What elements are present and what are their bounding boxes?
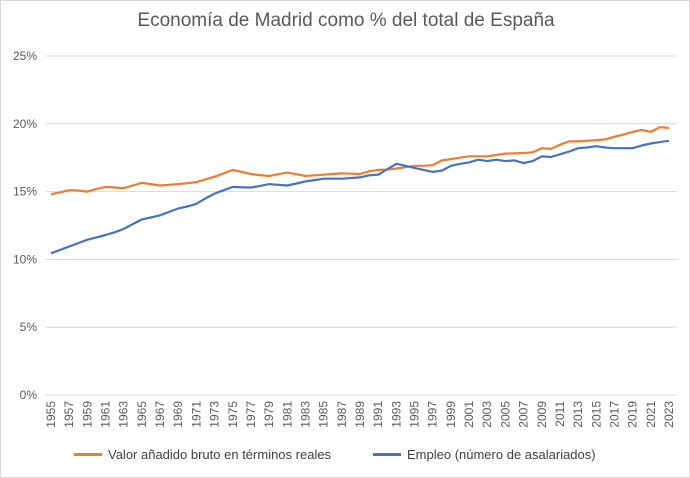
x-tick-label: 2005 xyxy=(498,401,512,428)
x-tick-label: 1959 xyxy=(80,401,94,428)
x-tick-label: 1961 xyxy=(99,401,113,428)
series-line-empleo xyxy=(50,139,670,255)
x-tick-label: 1973 xyxy=(208,401,222,428)
x-tick-label: 1991 xyxy=(371,401,385,428)
legend-label: Empleo (número de asalariados) xyxy=(407,447,596,462)
x-tick-label: 1967 xyxy=(153,401,167,428)
x-tick-label: 2013 xyxy=(571,401,585,428)
x-tick-label: 2019 xyxy=(626,401,640,428)
x-tick-label: 1975 xyxy=(226,401,240,428)
x-tick-label: 1985 xyxy=(317,401,331,428)
x-tick-label: 2007 xyxy=(517,401,531,428)
x-tick-label: 1963 xyxy=(117,401,131,428)
series-line-vab xyxy=(50,126,670,196)
x-tick-label: 2011 xyxy=(553,401,567,427)
legend-label: Valor añadido bruto en términos reales xyxy=(108,447,332,462)
x-tick-label: 2023 xyxy=(662,401,676,428)
y-tick-label: 15% xyxy=(13,185,37,199)
legend-item-empleo: Empleo (número de asalariados) xyxy=(373,447,596,462)
x-tick-label: 1957 xyxy=(62,401,76,428)
x-tick-label: 1977 xyxy=(244,401,258,428)
x-tick-label: 2021 xyxy=(644,401,658,428)
legend-swatch-blue xyxy=(373,453,401,456)
x-tick-label: 1993 xyxy=(389,401,403,428)
x-tick-label: 1979 xyxy=(262,401,276,428)
x-tick-label: 1983 xyxy=(298,401,312,428)
x-tick-label: 1999 xyxy=(444,401,458,428)
y-tick-label: 5% xyxy=(20,320,38,334)
x-tick-label: 1995 xyxy=(408,401,422,428)
x-tick-label: 2001 xyxy=(462,401,476,428)
y-tick-label: 25% xyxy=(13,49,37,63)
x-tick-label: 1971 xyxy=(189,401,203,428)
x-tick-label: 1965 xyxy=(135,401,149,428)
legend-swatch-orange xyxy=(74,453,102,456)
chart-title: Economía de Madrid como % del total de E… xyxy=(137,10,555,31)
y-tick-label: 10% xyxy=(13,252,37,266)
x-tick-label: 1987 xyxy=(335,401,349,428)
x-tick-label: 2009 xyxy=(535,401,549,428)
y-tick-label: 20% xyxy=(13,117,37,131)
x-tick-label: 1997 xyxy=(426,401,440,428)
x-tick-label: 2003 xyxy=(480,401,494,428)
x-tick-label: 1989 xyxy=(353,401,367,428)
x-tick-label: 1969 xyxy=(171,401,185,428)
legend-item-vab: Valor añadido bruto en términos reales xyxy=(74,447,331,462)
x-tick-label: 1955 xyxy=(44,401,58,428)
x-tick-label: 2017 xyxy=(607,401,621,428)
x-tick-label: 2015 xyxy=(589,401,603,428)
y-tick-label: 0% xyxy=(20,388,38,402)
x-tick-label: 1981 xyxy=(280,401,294,428)
